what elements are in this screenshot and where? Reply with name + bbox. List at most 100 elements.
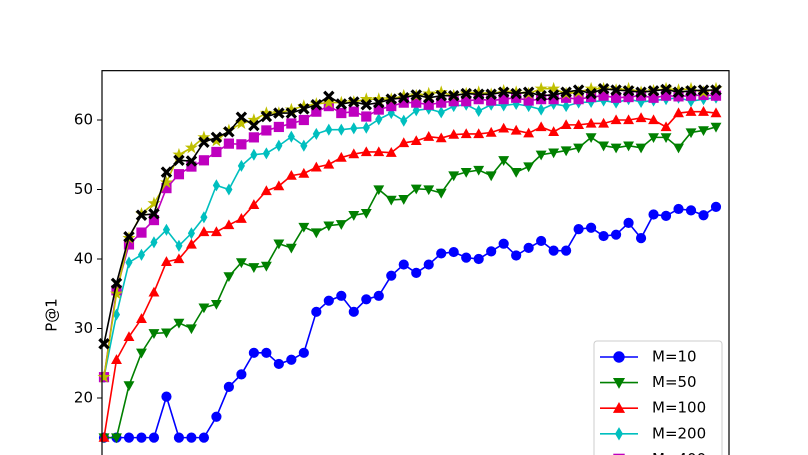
marker <box>360 146 372 157</box>
marker <box>511 250 522 261</box>
marker <box>160 166 173 178</box>
marker <box>698 126 709 137</box>
marker <box>262 147 270 160</box>
marker <box>250 148 258 161</box>
axes-frame <box>101 70 730 455</box>
marker <box>635 143 647 154</box>
marker <box>660 210 672 222</box>
marker <box>173 253 185 264</box>
marker <box>325 123 333 136</box>
marker <box>123 331 135 342</box>
marker <box>173 169 185 180</box>
marker <box>248 263 260 273</box>
marker <box>198 136 210 148</box>
marker <box>410 89 422 101</box>
marker <box>123 381 135 392</box>
marker <box>97 370 111 383</box>
marker <box>673 203 684 215</box>
marker <box>286 118 297 129</box>
marker <box>498 122 510 133</box>
marker <box>560 86 572 98</box>
marker <box>710 122 722 133</box>
marker <box>261 125 272 136</box>
marker <box>398 195 410 205</box>
marker <box>498 156 510 166</box>
marker <box>298 347 309 358</box>
marker <box>312 127 320 140</box>
marker <box>337 123 345 136</box>
marker <box>472 88 485 101</box>
marker <box>623 141 635 152</box>
marker <box>360 98 373 111</box>
marker <box>673 107 684 118</box>
marker <box>211 146 222 158</box>
marker <box>385 93 397 105</box>
legend-label: M=100 <box>652 399 706 417</box>
marker <box>136 432 147 443</box>
marker <box>612 401 626 413</box>
marker <box>473 165 485 176</box>
marker <box>398 92 410 104</box>
legend-label: M=50 <box>652 373 697 391</box>
y-tick-label: 60 <box>74 111 93 129</box>
marker <box>485 171 497 182</box>
marker <box>210 299 222 310</box>
marker <box>573 224 584 235</box>
marker <box>572 84 585 96</box>
marker <box>323 221 335 232</box>
y-tick-label: 20 <box>74 389 93 407</box>
marker <box>362 121 370 134</box>
marker <box>560 146 572 157</box>
marker <box>375 113 383 126</box>
marker <box>323 295 334 306</box>
marker <box>510 87 522 100</box>
marker <box>335 151 347 162</box>
marker <box>248 199 260 209</box>
marker <box>212 179 220 192</box>
marker <box>536 235 547 247</box>
marker <box>260 261 272 272</box>
marker <box>598 230 609 242</box>
marker <box>359 92 373 105</box>
marker <box>137 248 146 261</box>
marker <box>710 107 722 118</box>
legend-label: M=400 <box>652 450 706 455</box>
marker <box>185 238 197 249</box>
marker <box>423 99 434 110</box>
marker <box>612 377 626 389</box>
marker <box>423 92 435 104</box>
marker <box>635 233 647 244</box>
y-tick-label: 50 <box>74 180 93 198</box>
marker <box>184 140 198 154</box>
marker <box>261 347 272 358</box>
marker <box>175 239 183 252</box>
marker <box>136 348 147 359</box>
marker <box>534 81 548 95</box>
legend-label: M=200 <box>652 424 706 442</box>
marker <box>585 87 597 100</box>
marker <box>610 114 622 125</box>
marker <box>311 106 322 117</box>
marker <box>300 139 308 152</box>
marker <box>648 114 660 125</box>
marker <box>510 167 522 178</box>
marker <box>335 220 347 230</box>
marker <box>298 167 310 178</box>
marker <box>273 239 285 250</box>
marker <box>150 236 158 249</box>
marker <box>573 143 585 154</box>
marker <box>497 86 510 98</box>
marker <box>447 89 460 102</box>
marker <box>360 208 372 219</box>
marker <box>148 208 160 220</box>
marker <box>586 222 597 233</box>
legend-box <box>593 340 723 455</box>
marker <box>148 432 160 443</box>
marker <box>598 117 610 128</box>
marker <box>475 104 483 118</box>
marker <box>623 217 634 228</box>
marker <box>125 256 133 269</box>
marker <box>235 111 248 123</box>
marker <box>198 303 210 314</box>
marker <box>547 89 560 101</box>
